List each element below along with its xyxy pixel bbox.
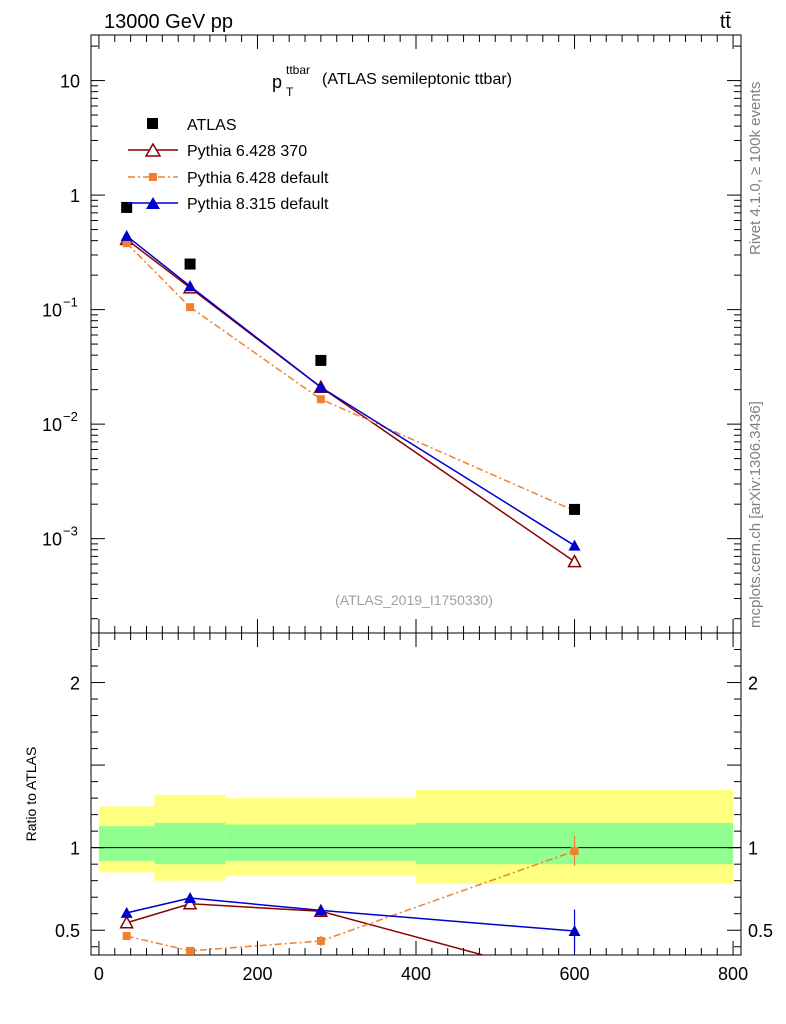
plot-title: p ttbar T (ATLAS semileptonic ttbar) [272,63,512,99]
point-atlas [569,503,581,515]
legend: ATLAS Pythia 6.428 370 Pythia 6.428 defa… [128,117,329,213]
legend-label-pythia8: Pythia 8.315 default [187,196,329,213]
ratio-line-pythia-6-428-default [126,850,575,952]
ratio-uncertainty-bands [91,789,741,884]
ratio-line-pythia-6-428-370 [126,903,486,955]
ratio-y-tick-label-right: 2 [748,674,758,694]
ratio-y-axis-label: Ratio to ATLAS [23,747,39,842]
legend-entry-pythia6-370: Pythia 6.428 370 [128,142,307,160]
ratio-y-tick-label-right: 0.5 [748,921,773,941]
ratio-point-pythia-6-428-default [186,946,195,955]
legend-marker-pythia6-370 [144,142,162,157]
point-atlas [184,258,196,270]
x-tick-label: 0 [94,964,104,984]
point-pythia-8-315-default [184,280,197,292]
ratio-point-pythia-8-315-default [568,925,581,937]
ratio-y-tick-label: 1 [70,839,80,859]
point-pythia-8-315-default [568,539,581,551]
y-tick-label: 10 [42,301,62,321]
ratio-line-pythia-8-315-default [126,897,575,932]
title-rest: (ATLAS semileptonic ttbar) [322,71,512,88]
legend-marker-pythia8 [146,197,160,209]
ratio-point-pythia-6-428-default [122,932,131,941]
ratio-point-pythia-8-315-default [314,904,327,916]
legend-label-pythia6-default: Pythia 6.428 default [187,170,329,187]
legend-entry-pythia6-default: Pythia 6.428 default [128,170,329,187]
point-pythia-6-428-370 [567,554,582,568]
point-pythia-6-428-default [316,395,325,404]
mcplots-label: mcplots.cern.ch [arXiv:1306.3436] [747,401,764,628]
point-pythia-6-428-default [122,239,131,248]
ratio-point-pythia-6-428-default [316,936,325,945]
point-pythia-6-428-default [186,303,195,312]
ratio-y-tick-label: 2 [70,674,80,694]
y-tick-label: 10 [60,72,80,92]
process-label: tt̄ [720,11,732,33]
y-tick-label: 10 [42,530,62,550]
point-pythia-8-315-default [314,381,327,393]
legend-marker-atlas [147,118,158,129]
energy-label: 13000 GeV pp [104,11,233,33]
x-tick-label: 800 [718,964,748,984]
x-tick-label: 400 [401,964,431,984]
y-tick-exponent: −2 [63,409,78,424]
y-tick-exponent: −1 [63,295,78,310]
title-superscript: ttbar [286,63,310,77]
ratio-y-tick-label: 0.5 [55,921,80,941]
rivet-label: Rivet 4.1.0, ≥ 100k events [747,82,764,255]
ratio-point-pythia-8-315-default [120,906,133,918]
title-subscript: T [286,85,294,99]
legend-marker-pythia6-default [149,173,157,181]
ratio-point-pythia-6-428-370 [182,896,198,910]
legend-label-pythia6-370: Pythia 6.428 370 [187,143,307,160]
ratio-point-pythia-6-428-370 [119,915,134,929]
line-pythia-8-315-default [126,235,575,547]
legend-label-atlas: ATLAS [187,117,237,134]
y-tick-label: 10 [42,415,62,435]
y-tick-exponent: −3 [63,524,78,539]
ratio-point-pythia-6-428-default [570,846,579,855]
green-band-0 [98,826,155,861]
point-atlas [315,354,327,366]
point-pythia-8-315-default [120,229,133,241]
x-tick-label: 600 [560,964,590,984]
legend-entry-atlas: ATLAS [147,117,237,134]
point-atlas [121,201,133,213]
x-tick-label: 200 [242,964,272,984]
analysis-watermark: (ATLAS_2019_I1750330) [335,592,493,608]
line-pythia-6-428-default [126,242,575,512]
top-panel-series [119,201,582,568]
ratio-point-pythia-8-315-default [184,892,197,904]
y-tick-label: 1 [70,186,80,206]
green-band-1 [154,822,226,865]
green-band-2 [225,824,416,861]
legend-entry-pythia8: Pythia 8.315 default [128,196,329,213]
ratio-panel-series [119,836,581,955]
ratio-y-tick-label-right: 1 [748,839,758,859]
title-main: p [272,72,282,92]
